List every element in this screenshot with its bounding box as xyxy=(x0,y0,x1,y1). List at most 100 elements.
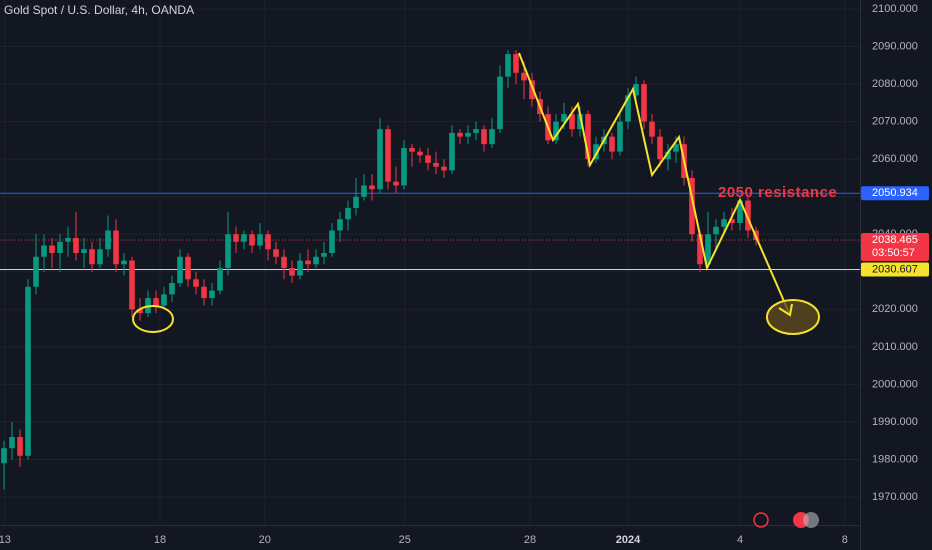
candle-body xyxy=(505,54,511,77)
candle-body xyxy=(713,226,719,235)
candle-body xyxy=(361,185,367,197)
candle-body xyxy=(569,114,575,130)
y-tick-label: 2010.000 xyxy=(872,341,918,353)
candle-body xyxy=(217,268,223,291)
x-tick-label: 4 xyxy=(737,534,743,546)
candle-body xyxy=(265,234,271,250)
candle-body xyxy=(417,151,423,156)
countdown-label: 03:50:57 xyxy=(872,247,915,259)
candle-body xyxy=(529,80,535,100)
candle-body xyxy=(281,256,287,269)
candle-body xyxy=(49,245,55,254)
candle-body xyxy=(105,230,111,250)
candle-body xyxy=(81,249,87,254)
candle-body xyxy=(561,114,567,122)
candle-body xyxy=(65,238,71,242)
candle-body xyxy=(441,166,447,171)
candle-body xyxy=(721,219,727,227)
candle-body xyxy=(249,234,255,246)
candle-body xyxy=(401,147,407,186)
price-label: 2050.934 xyxy=(872,187,918,199)
candle-body xyxy=(625,95,631,122)
bottom-icons[interactable] xyxy=(753,512,819,528)
candle-body xyxy=(345,207,351,220)
candle-body xyxy=(225,234,231,269)
candle-body xyxy=(97,249,103,265)
event-icon[interactable] xyxy=(753,512,769,528)
y-tick-label: 2060.000 xyxy=(872,153,918,165)
x-tick-label: 18 xyxy=(154,534,166,546)
candle-body xyxy=(369,185,375,190)
candle-body xyxy=(185,256,191,280)
target-circle xyxy=(766,299,820,335)
candle-body xyxy=(617,121,623,152)
candle-body xyxy=(201,286,207,299)
drawings xyxy=(132,52,820,335)
candle-body xyxy=(409,147,415,152)
candle-body xyxy=(25,286,31,456)
y-tick-label: 2020.000 xyxy=(872,303,918,315)
candle-body xyxy=(257,234,263,246)
x-tick-label: 20 xyxy=(259,534,271,546)
candle-body xyxy=(33,256,39,287)
candle-body xyxy=(9,436,15,449)
candle-body xyxy=(377,129,383,190)
annotation: 2050 resistance xyxy=(718,184,837,201)
arrow-head xyxy=(778,303,793,317)
axes: 2100.000 2090.000 2080.000 2070.000 2060.000… xyxy=(0,3,929,546)
candle-body xyxy=(321,253,327,257)
candle-body xyxy=(289,268,295,276)
candle-body xyxy=(481,129,487,145)
candle-body xyxy=(393,181,399,186)
price-label: 2030.607 xyxy=(872,263,918,275)
y-tick-label: 2080.000 xyxy=(872,78,918,90)
candle-body xyxy=(121,260,127,265)
candle-body xyxy=(273,249,279,257)
price-label-box xyxy=(861,233,929,262)
y-tick-label: 1970.000 xyxy=(872,491,918,503)
flag-icon[interactable] xyxy=(803,512,819,528)
candle-body xyxy=(241,234,247,242)
x-tick-label: 25 xyxy=(399,534,411,546)
candle-body xyxy=(577,114,583,130)
candle-body xyxy=(729,219,735,223)
x-tick-label: 28 xyxy=(524,534,536,546)
candle-body xyxy=(649,121,655,137)
candle-body xyxy=(449,132,455,171)
price-label: 2038.465 xyxy=(872,234,918,246)
candle-body xyxy=(609,136,615,152)
x-tick-label: 2024 xyxy=(616,534,641,546)
y-tick-label: 2100.000 xyxy=(872,3,918,15)
circle-drawing xyxy=(132,305,174,333)
candle-body xyxy=(633,84,639,96)
candle-body xyxy=(329,230,335,254)
y-tick-label: 2090.000 xyxy=(872,40,918,52)
candle-body xyxy=(137,309,143,314)
candle-body xyxy=(657,136,663,160)
price-lines xyxy=(0,192,860,271)
candle-body xyxy=(73,238,79,254)
candle-body xyxy=(305,260,311,265)
candle-body xyxy=(593,144,599,160)
candle-body xyxy=(129,260,135,310)
y-tick-label: 2070.000 xyxy=(872,116,918,128)
candle-body xyxy=(473,129,479,133)
price-label-box xyxy=(861,262,929,277)
candle-body xyxy=(465,132,471,137)
x-tick-label: 8 xyxy=(842,534,848,546)
candle-body xyxy=(697,234,703,265)
candle-body xyxy=(337,219,343,231)
y-tick-label: 1990.000 xyxy=(872,416,918,428)
candle-body xyxy=(233,234,239,242)
candle-body xyxy=(177,256,183,284)
candle-body xyxy=(313,256,319,265)
x-tick-label: 13 xyxy=(0,534,11,546)
candle-body xyxy=(737,200,743,223)
candle-body xyxy=(17,436,23,456)
candle-body xyxy=(673,144,679,152)
candle-body xyxy=(705,234,711,265)
y-tick-label: 1980.000 xyxy=(872,453,918,465)
